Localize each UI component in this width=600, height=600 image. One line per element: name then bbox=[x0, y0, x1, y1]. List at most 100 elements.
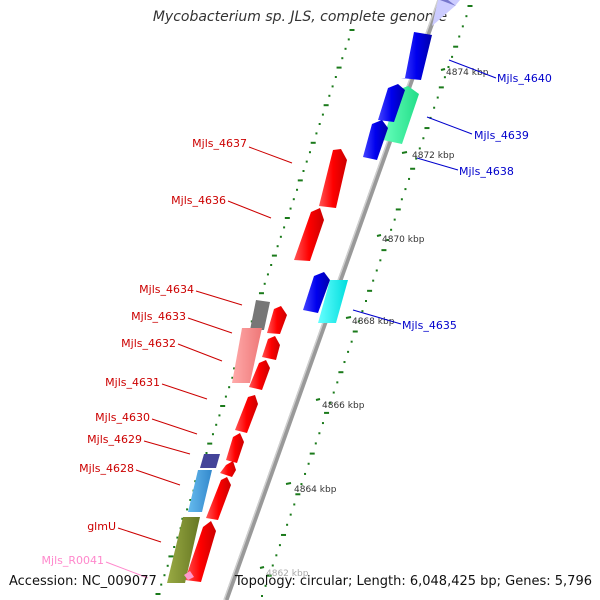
gene-label[interactable]: Mjls_4631 bbox=[105, 376, 160, 389]
gc-track-dot bbox=[228, 386, 231, 389]
gene-feature[interactable] bbox=[378, 84, 405, 122]
gc-track-dot bbox=[155, 593, 161, 595]
gc-track-dot bbox=[321, 422, 324, 425]
gc-track-dot bbox=[270, 264, 273, 266]
gc-track-dot bbox=[211, 433, 214, 436]
gc-track-dot bbox=[447, 66, 450, 69]
gc-track-dot bbox=[365, 300, 367, 302]
gc-track-dot bbox=[300, 483, 303, 486]
other-features bbox=[167, 86, 419, 583]
gc-track-dot bbox=[465, 15, 468, 18]
gc-track-dot bbox=[331, 85, 334, 88]
gene-label[interactable]: glmU bbox=[87, 520, 116, 533]
summary-text: Topology: circular; Length: 6,048,425 bp… bbox=[234, 574, 592, 589]
gene-label[interactable]: Mjls_4640 bbox=[497, 72, 552, 85]
gene-label[interactable]: Mjls_4637 bbox=[192, 137, 247, 150]
gene-label[interactable]: Mjls_4633 bbox=[131, 310, 186, 323]
gc-track-dot bbox=[410, 167, 416, 170]
gc-track-dot bbox=[189, 499, 192, 501]
gene-feature[interactable] bbox=[226, 433, 244, 463]
gc-track-dot bbox=[352, 330, 358, 333]
gc-track-dot bbox=[393, 218, 396, 221]
gc-track-dot bbox=[205, 452, 208, 454]
gc-track-dot bbox=[408, 177, 411, 180]
gene-label[interactable]: Mjls_4636 bbox=[171, 194, 226, 207]
gc-track-dot bbox=[278, 544, 281, 547]
gene-feature[interactable] bbox=[188, 470, 212, 512]
gene-feature[interactable] bbox=[232, 328, 262, 383]
tick-label: 4874 kbp bbox=[446, 68, 489, 78]
gc-track-dot bbox=[163, 574, 166, 577]
gene-feature[interactable] bbox=[235, 395, 258, 433]
gene-label[interactable]: Mjls_4639 bbox=[474, 129, 529, 142]
gc-track-dot bbox=[367, 289, 373, 292]
gc-track-dot bbox=[350, 340, 353, 343]
gc-track-dot bbox=[310, 141, 316, 144]
gene-label[interactable]: Mjls_4629 bbox=[87, 433, 142, 446]
gene-feature[interactable] bbox=[220, 461, 236, 477]
gc-track-dot bbox=[336, 381, 339, 384]
gene-label[interactable]: Mjls_4630 bbox=[95, 411, 150, 424]
tick-label: 4862 kbp bbox=[266, 569, 309, 579]
gene-feature[interactable] bbox=[167, 517, 200, 583]
gc-track-dot bbox=[297, 179, 303, 182]
gene-feature[interactable] bbox=[294, 208, 324, 261]
gene-feature[interactable] bbox=[303, 272, 330, 313]
gc-track-right bbox=[261, 5, 473, 597]
gc-track-dot bbox=[271, 254, 277, 257]
gc-track-dot bbox=[293, 503, 296, 506]
gc-track-dot bbox=[318, 432, 321, 435]
gene-feature[interactable] bbox=[363, 120, 388, 160]
gene-label[interactable]: Mjls_R0041 bbox=[42, 554, 104, 567]
gc-track-dot bbox=[266, 273, 269, 276]
gc-track-dot bbox=[186, 508, 189, 511]
left-gene-labels: Mjls_4637 Mjls_4636 Mjls_4634 Mjls_4633 … bbox=[42, 137, 293, 579]
gene-feature[interactable] bbox=[318, 280, 348, 323]
gene-feature[interactable] bbox=[185, 521, 216, 582]
gene-feature[interactable] bbox=[267, 306, 287, 334]
gc-track-dot bbox=[324, 411, 330, 414]
gc-track-dot bbox=[347, 38, 350, 41]
gc-track-dot bbox=[347, 350, 350, 353]
gene-label[interactable]: Mjls_4632 bbox=[121, 337, 176, 350]
gc-track-dot bbox=[261, 595, 263, 597]
gene-feature[interactable] bbox=[249, 360, 270, 390]
gc-track-dot bbox=[263, 282, 266, 285]
gene-feature[interactable] bbox=[401, 32, 432, 80]
gc-track-dot bbox=[372, 279, 375, 282]
gc-track-dot bbox=[361, 310, 364, 313]
gc-track-dot bbox=[381, 249, 387, 252]
gene-feature[interactable] bbox=[250, 300, 270, 330]
gc-track-dot bbox=[379, 259, 382, 262]
gene-label[interactable]: Mjls_4628 bbox=[79, 462, 134, 475]
gc-track-dot bbox=[176, 536, 179, 539]
gene-feature[interactable] bbox=[200, 454, 220, 468]
gc-track-dot bbox=[160, 583, 163, 586]
gc-track-dot bbox=[329, 401, 332, 404]
gc-track-dot bbox=[168, 555, 174, 558]
gc-track-dot bbox=[349, 29, 355, 31]
gc-track-dot bbox=[436, 96, 439, 99]
gene-feature[interactable] bbox=[206, 477, 231, 520]
gc-track-dot bbox=[218, 414, 221, 417]
gc-track-dot bbox=[224, 395, 227, 398]
gene-feature[interactable] bbox=[262, 336, 280, 360]
gc-track-dot bbox=[289, 513, 292, 516]
forward-cds-group bbox=[185, 149, 347, 582]
gc-track-dot bbox=[341, 57, 344, 60]
gc-track-dot bbox=[258, 292, 264, 295]
gc-track-dot bbox=[422, 137, 425, 140]
gc-track-dot bbox=[220, 405, 226, 407]
gc-track-dot bbox=[308, 151, 311, 154]
gc-track-dot bbox=[292, 198, 295, 201]
gc-track-dot bbox=[289, 207, 292, 210]
gene-label[interactable]: Mjls_4634 bbox=[139, 283, 194, 296]
gc-track-dot bbox=[309, 452, 315, 455]
gc-track-dot bbox=[443, 76, 446, 79]
gc-track-dot bbox=[438, 86, 444, 89]
gene-feature[interactable] bbox=[383, 86, 419, 144]
gene-feature[interactable] bbox=[319, 149, 347, 208]
gene-feature[interactable] bbox=[184, 571, 194, 580]
gene-label[interactable]: Mjls_4638 bbox=[459, 165, 514, 178]
gene-label[interactable]: Mjls_4635 bbox=[402, 319, 457, 332]
